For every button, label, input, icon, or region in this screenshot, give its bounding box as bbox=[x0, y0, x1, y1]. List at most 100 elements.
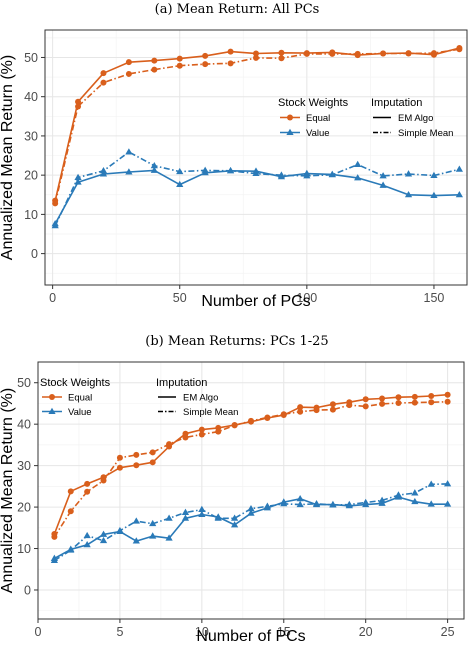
data-point-value-simple-mean bbox=[329, 501, 337, 508]
data-point-equal-simple-mean bbox=[67, 508, 74, 515]
data-point-equal-simple-mean bbox=[149, 449, 156, 456]
x-tick-label: 100 bbox=[296, 291, 317, 305]
data-point-value-em-algo bbox=[427, 500, 435, 507]
legend: Stock Weights Imputation Equal Value EM Algo… bbox=[278, 97, 453, 139]
data-point-equal-simple-mean bbox=[297, 408, 304, 415]
x-axis-label: Number of PCs bbox=[201, 293, 310, 310]
data-point-equal-simple-mean bbox=[231, 422, 238, 429]
data-point-equal-em-algo bbox=[67, 488, 74, 495]
x-tick-label: 50 bbox=[173, 291, 187, 305]
data-point-value-em-algo bbox=[411, 497, 419, 505]
legend-label-simple-mean: Simple Mean bbox=[183, 407, 238, 418]
y-tick-label: 10 bbox=[24, 208, 38, 222]
data-point-value-em-algo bbox=[83, 541, 91, 548]
x-tick-label: 20 bbox=[359, 625, 373, 639]
legend-label-value: Value bbox=[68, 407, 92, 418]
data-point-value-simple-mean bbox=[149, 519, 157, 527]
data-point-value-em-algo bbox=[132, 537, 140, 544]
data-point-value-simple-mean bbox=[231, 514, 239, 521]
data-point-value-simple-mean bbox=[247, 504, 255, 512]
data-point-value-simple-mean bbox=[252, 169, 260, 177]
data-point-equal-simple-mean bbox=[100, 79, 107, 86]
x-tick-label: 15 bbox=[277, 625, 291, 639]
data-point-equal-em-algo bbox=[329, 401, 336, 408]
data-point-equal-simple-mean bbox=[329, 50, 336, 57]
data-point-value-simple-mean bbox=[176, 167, 184, 175]
plot-area bbox=[50, 391, 452, 564]
data-point-equal-simple-mean bbox=[405, 50, 412, 57]
legend-label-em-algo: EM Algo bbox=[183, 393, 218, 404]
y-tick-label: 0 bbox=[31, 247, 38, 261]
data-point-value-em-algo bbox=[198, 510, 206, 518]
legend-marker-circle bbox=[287, 114, 293, 121]
data-point-equal-simple-mean bbox=[248, 417, 254, 424]
data-point-value-em-algo bbox=[247, 509, 255, 516]
data-point-value-simple-mean bbox=[411, 489, 419, 496]
data-point-value-simple-mean bbox=[99, 536, 108, 544]
data-point-equal-simple-mean bbox=[176, 62, 183, 69]
data-point-equal-em-algo bbox=[149, 459, 156, 466]
data-point-value-simple-mean bbox=[116, 526, 124, 534]
data-point-value-simple-mean bbox=[50, 556, 58, 564]
data-point-equal-simple-mean bbox=[380, 50, 387, 57]
data-point-value-simple-mean bbox=[444, 480, 452, 487]
data-point-equal-em-algo bbox=[75, 98, 82, 105]
data-point-equal-simple-mean bbox=[84, 488, 91, 495]
data-point-value-em-algo bbox=[165, 534, 173, 541]
data-point-value-simple-mean bbox=[201, 166, 209, 173]
data-point-equal-em-algo bbox=[84, 480, 91, 487]
data-point-value-simple-mean bbox=[303, 172, 311, 179]
x-axis-label: Number of PCs bbox=[196, 628, 305, 645]
data-point-value-simple-mean bbox=[378, 496, 386, 503]
data-point-value-simple-mean bbox=[296, 500, 304, 508]
data-point-value-em-algo bbox=[296, 494, 304, 502]
y-tick-label: 20 bbox=[24, 169, 38, 183]
legend: Stock Weights Imputation Equal Value EM Algo… bbox=[40, 377, 238, 418]
data-point-equal-em-algo bbox=[202, 52, 209, 59]
legend-title-imputation: Imputation bbox=[371, 97, 422, 109]
series-line-equal-em-algo bbox=[54, 47, 460, 201]
data-point-value-simple-mean bbox=[345, 500, 353, 508]
data-point-value-simple-mean bbox=[312, 499, 321, 507]
data-point-value-em-algo bbox=[404, 190, 413, 198]
data-point-value-simple-mean bbox=[404, 170, 413, 177]
data-point-equal-simple-mean bbox=[395, 400, 402, 407]
data-point-equal-simple-mean bbox=[362, 403, 369, 410]
legend-title-weights: Stock Weights bbox=[278, 97, 349, 109]
data-point-equal-simple-mean bbox=[303, 50, 310, 57]
data-point-equal-simple-mean bbox=[125, 70, 132, 77]
data-point-value-simple-mean bbox=[455, 165, 463, 172]
data-point-value-em-algo bbox=[99, 530, 108, 537]
data-point-equal-simple-mean bbox=[313, 407, 320, 414]
legend-label-value: Value bbox=[306, 128, 330, 139]
legend-label-equal: Equal bbox=[68, 393, 92, 404]
data-point-equal-simple-mean bbox=[116, 454, 123, 461]
x-tick-label: 0 bbox=[49, 291, 56, 305]
data-point-value-simple-mean bbox=[427, 480, 435, 487]
data-point-value-simple-mean bbox=[125, 148, 133, 155]
data-point-equal-em-algo bbox=[444, 391, 451, 398]
legend-marker-triangle bbox=[286, 128, 294, 135]
data-point-value-simple-mean bbox=[67, 546, 75, 553]
data-point-equal-em-algo bbox=[176, 55, 183, 62]
data-point-equal-simple-mean bbox=[411, 399, 418, 406]
panel-a-chart: 0 50 100 150 0 10 20 30 40 50 Number of PCs Annuali… bbox=[0, 29, 468, 310]
data-point-value-em-algo bbox=[181, 514, 190, 521]
data-point-value-em-algo bbox=[444, 500, 452, 507]
data-point-value-simple-mean bbox=[83, 531, 91, 539]
y-tick-label: 40 bbox=[24, 90, 38, 104]
data-point-equal-simple-mean bbox=[329, 406, 336, 413]
data-point-equal-simple-mean bbox=[202, 61, 209, 68]
data-point-equal-simple-mean bbox=[75, 103, 82, 110]
data-point-value-simple-mean bbox=[181, 508, 190, 515]
data-point-equal-simple-mean bbox=[430, 50, 437, 57]
data-point-value-em-algo bbox=[150, 166, 158, 173]
data-point-equal-em-algo bbox=[395, 394, 402, 401]
y-tick-label: 30 bbox=[17, 459, 31, 473]
y-axis-label: Annualized Mean Return (%) bbox=[0, 388, 16, 593]
data-point-equal-simple-mean bbox=[182, 434, 189, 441]
data-point-value-simple-mean bbox=[277, 171, 286, 178]
data-point-value-simple-mean bbox=[132, 517, 140, 524]
data-point-equal-em-algo bbox=[133, 462, 140, 469]
